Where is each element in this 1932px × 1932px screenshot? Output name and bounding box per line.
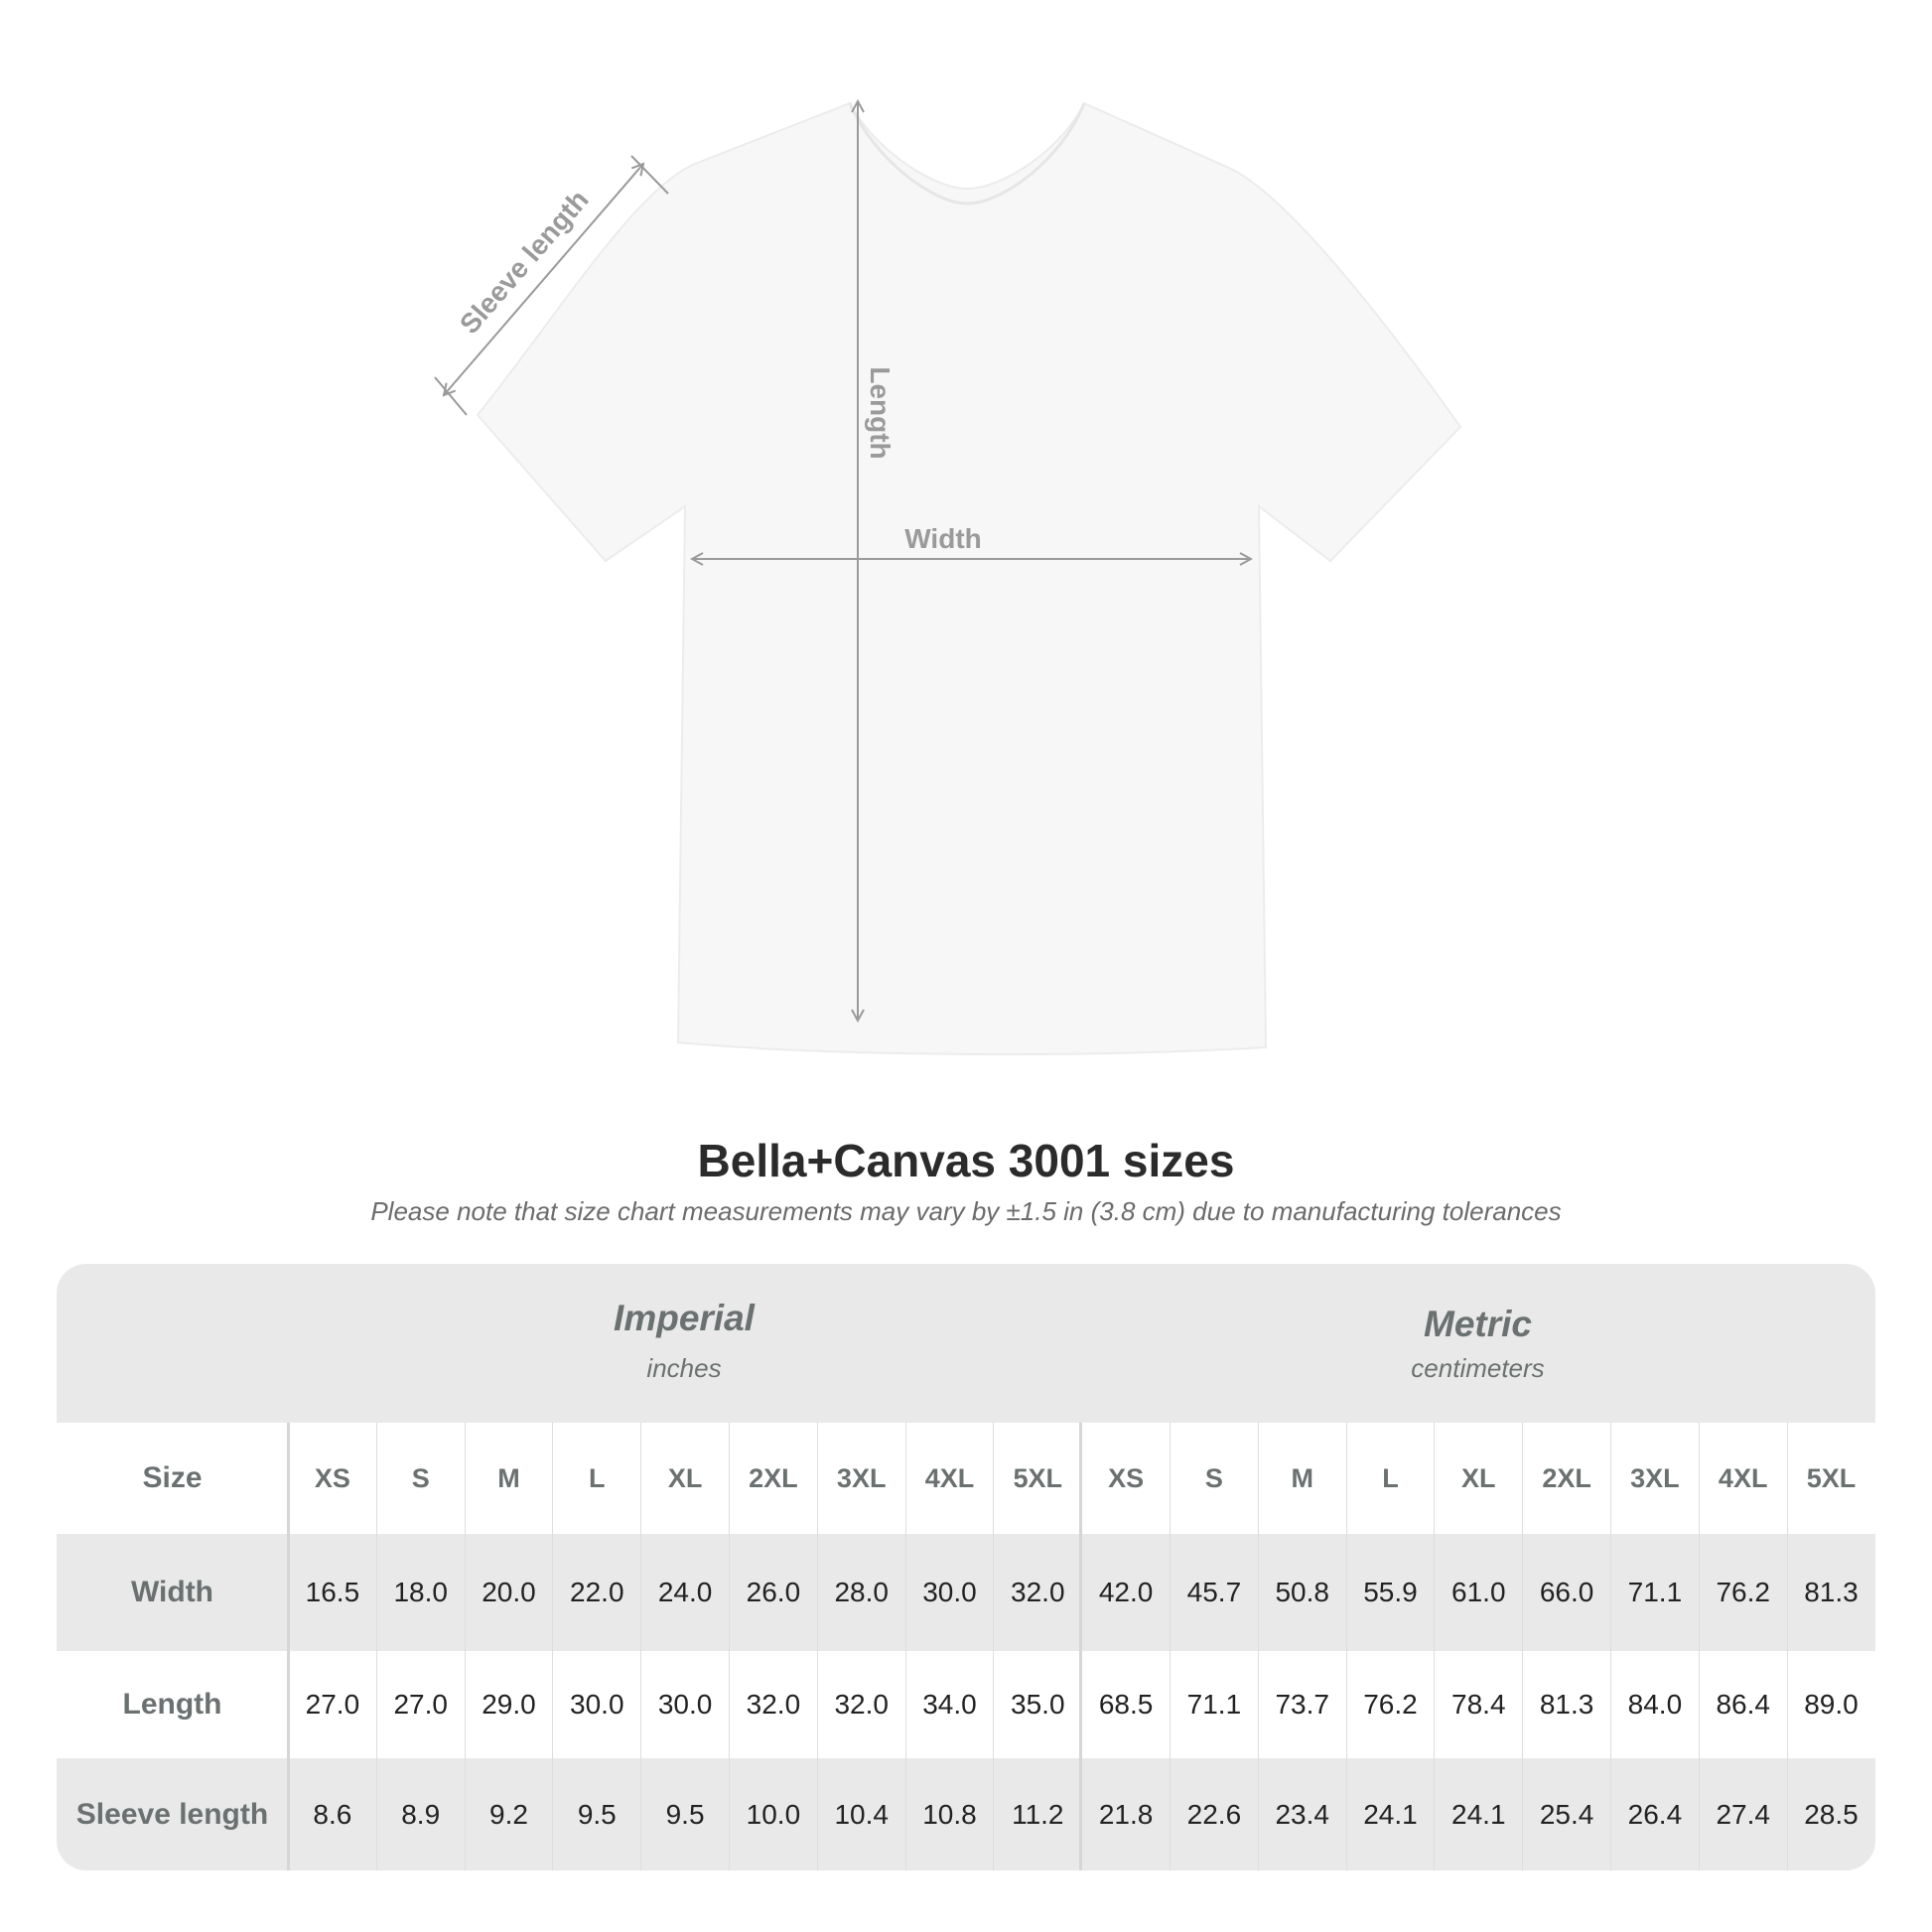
row-label: Length xyxy=(122,1688,222,1721)
size-header-metric: M xyxy=(1257,1423,1346,1534)
table-cell-imperial: 22.0 xyxy=(552,1534,640,1651)
tshirt-diagram: Sleeve length Length Width xyxy=(434,0,1462,1055)
metric-title: Metric xyxy=(1424,1304,1532,1344)
row-band-width xyxy=(57,1534,1875,1651)
size-header-metric: 5XL xyxy=(1786,1423,1875,1534)
column-separator xyxy=(1079,1423,1082,1870)
table-cell-imperial: 10.8 xyxy=(904,1758,994,1870)
table-cell-imperial: 11.2 xyxy=(993,1758,1081,1870)
table-cell-metric: 21.8 xyxy=(1081,1758,1170,1870)
table-cell-metric: 25.4 xyxy=(1522,1758,1610,1870)
table-cell-metric: 28.5 xyxy=(1786,1758,1875,1870)
table-cell-imperial: 28.0 xyxy=(816,1534,905,1651)
size-header-imperial: L xyxy=(552,1423,640,1534)
table-cell-imperial: 34.0 xyxy=(904,1651,994,1758)
table-cell-imperial: 10.4 xyxy=(816,1758,905,1870)
table-cell-metric: 50.8 xyxy=(1257,1534,1346,1651)
table-cell-metric: 45.7 xyxy=(1170,1534,1258,1651)
width-label: Width xyxy=(904,523,982,554)
metric-header: Metric centimeters xyxy=(1080,1304,1875,1384)
table-cell-metric: 76.2 xyxy=(1698,1534,1787,1651)
table-cell-imperial: 32.0 xyxy=(816,1651,905,1758)
table-cell-imperial: 10.0 xyxy=(729,1758,817,1870)
table-cell-imperial: 29.0 xyxy=(464,1651,553,1758)
table-cell-metric: 86.4 xyxy=(1698,1651,1787,1758)
table-cell-imperial: 27.0 xyxy=(288,1651,376,1758)
imperial-title: Imperial xyxy=(614,1298,755,1338)
table-cell-imperial: 30.0 xyxy=(640,1651,729,1758)
table-cell-metric: 73.7 xyxy=(1257,1651,1346,1758)
table-cell-imperial: 27.0 xyxy=(375,1651,465,1758)
table-cell-metric: 22.6 xyxy=(1170,1758,1258,1870)
size-header-imperial: 4XL xyxy=(904,1423,994,1534)
table-cell-imperial: 20.0 xyxy=(464,1534,553,1651)
table-cell-metric: 89.0 xyxy=(1786,1651,1875,1758)
size-header-metric: XL xyxy=(1434,1423,1522,1534)
row-band-sleeve xyxy=(57,1758,1875,1870)
size-header-label: Size xyxy=(142,1461,203,1494)
table-cell-imperial: 30.0 xyxy=(904,1534,994,1651)
size-header-metric: S xyxy=(1170,1423,1258,1534)
table-cell-metric: 24.1 xyxy=(1434,1758,1522,1870)
size-header-imperial: M xyxy=(464,1423,553,1534)
imperial-header: Imperial inches xyxy=(288,1298,1080,1384)
tolerance-note: Please note that size chart measurements… xyxy=(370,1196,1562,1226)
size-table: Imperial inches Metric centimeters Size X… xyxy=(57,1264,1875,1870)
tshirt-shape xyxy=(476,101,1462,1055)
table-cell-metric: 81.3 xyxy=(1786,1534,1875,1651)
length-label: Length xyxy=(865,366,896,459)
size-header-imperial: 3XL xyxy=(816,1423,905,1534)
table-cell-metric: 71.1 xyxy=(1170,1651,1258,1758)
row-label: Sleeve length xyxy=(75,1797,269,1831)
table-cell-metric: 71.1 xyxy=(1610,1534,1699,1651)
table-cell-metric: 24.1 xyxy=(1345,1758,1435,1870)
size-header-imperial: XS xyxy=(288,1423,376,1534)
size-header-imperial: XL xyxy=(640,1423,729,1534)
size-header-imperial: 2XL xyxy=(729,1423,817,1534)
table-cell-imperial: 9.5 xyxy=(552,1758,640,1870)
table-cell-metric: 84.0 xyxy=(1610,1651,1699,1758)
table-cell-metric: 78.4 xyxy=(1434,1651,1522,1758)
size-header-metric: 4XL xyxy=(1698,1423,1787,1534)
page-title: Bella+Canvas 3001 sizes xyxy=(697,1135,1235,1186)
header-band xyxy=(57,1264,1875,1423)
table-cell-metric: 68.5 xyxy=(1081,1651,1170,1758)
table-cell-imperial: 18.0 xyxy=(375,1534,465,1651)
column-separator xyxy=(287,1423,290,1870)
table-cell-metric: 61.0 xyxy=(1434,1534,1522,1651)
metric-unit: centimeters xyxy=(1411,1353,1545,1383)
table-cell-imperial: 9.2 xyxy=(464,1758,553,1870)
size-header-metric: 3XL xyxy=(1610,1423,1699,1534)
imperial-unit: inches xyxy=(646,1353,722,1383)
size-header-imperial: S xyxy=(375,1423,465,1534)
table-cell-imperial: 26.0 xyxy=(729,1534,817,1651)
table-cell-metric: 27.4 xyxy=(1698,1758,1787,1870)
size-header-metric: L xyxy=(1345,1423,1435,1534)
table-cell-imperial: 30.0 xyxy=(552,1651,640,1758)
size-header-metric: 2XL xyxy=(1522,1423,1610,1534)
table-cell-metric: 66.0 xyxy=(1522,1534,1610,1651)
table-cell-metric: 42.0 xyxy=(1081,1534,1170,1651)
row-label: Width xyxy=(130,1576,214,1608)
table-cell-metric: 23.4 xyxy=(1257,1758,1346,1870)
table-cell-metric: 55.9 xyxy=(1345,1534,1435,1651)
table-cell-metric: 81.3 xyxy=(1522,1651,1610,1758)
table-cell-imperial: 9.5 xyxy=(640,1758,729,1870)
table-cell-imperial: 32.0 xyxy=(729,1651,817,1758)
size-header-imperial: 5XL xyxy=(993,1423,1081,1534)
size-header-metric: XS xyxy=(1081,1423,1170,1534)
table-cell-imperial: 8.6 xyxy=(288,1758,376,1870)
table-cell-imperial: 16.5 xyxy=(288,1534,376,1651)
table-cell-imperial: 32.0 xyxy=(993,1534,1081,1651)
table-cell-imperial: 24.0 xyxy=(640,1534,729,1651)
table-cell-metric: 26.4 xyxy=(1610,1758,1699,1870)
table-cell-imperial: 35.0 xyxy=(993,1651,1081,1758)
table-cell-metric: 76.2 xyxy=(1345,1651,1435,1758)
sleeve-arrow xyxy=(444,164,643,395)
table-cell-imperial: 8.9 xyxy=(375,1758,465,1870)
